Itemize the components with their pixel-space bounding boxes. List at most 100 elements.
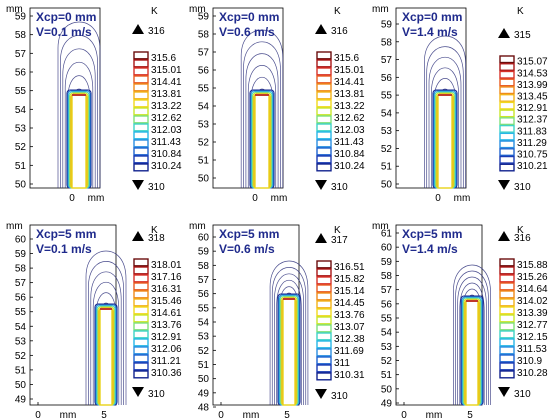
colorbar-label: 312.77 <box>517 320 548 331</box>
y-axis-unit: mm <box>6 221 23 232</box>
colorbar-label: 311 <box>334 358 350 369</box>
panel-bottom-right: mm 61 60 59 58 57 56 55 54 53 52 51 50 49 0 5 mm K 316 315.… <box>366 209 550 419</box>
colorbar-swatch <box>499 266 515 275</box>
colorbar-label: 310.9 <box>517 356 542 367</box>
x-tick-label: 0 <box>69 193 75 204</box>
y-tick-label: 58 <box>15 264 27 275</box>
colorbar-swatch <box>499 338 515 347</box>
temperature-contour <box>64 61 94 188</box>
temperature-contour <box>92 281 120 405</box>
y-tick-label: 55 <box>15 307 27 318</box>
colorbar-label: 315.88 <box>517 260 548 271</box>
colorbar-min: 310 <box>331 182 348 193</box>
y-tick-label: 59 <box>15 249 27 260</box>
colorbar-swatch <box>499 93 515 102</box>
temperature-contour <box>274 273 304 405</box>
temperature-contour <box>426 46 464 188</box>
colorbar-swatch <box>499 70 515 79</box>
colorbar-swatch <box>316 300 332 309</box>
colorbar-swatch <box>499 362 515 371</box>
colorbar-label: 313.45 <box>517 92 548 103</box>
y-axis-unit: mm <box>189 4 206 15</box>
temperature-contour <box>85 250 127 405</box>
y-tick-label: 53 <box>15 336 27 347</box>
y-tick-label: 58 <box>15 30 27 41</box>
colorbar-min: 310 <box>514 389 531 400</box>
colorbar-max: 318 <box>148 233 165 244</box>
colorbar-swatch <box>499 155 515 164</box>
colorbar-swatch <box>499 55 515 64</box>
colorbar-swatch <box>316 115 332 124</box>
y-tick-label: 59 <box>198 247 210 258</box>
max-marker-icon <box>132 24 144 34</box>
scenario-label: Xcp=5 mm V=1.4 m/s <box>402 227 462 257</box>
y-tick-label: 51 <box>198 360 210 371</box>
y-tick-label: 56 <box>198 66 210 77</box>
y-tick-label: 49 <box>15 395 27 406</box>
colorbar-swatch <box>499 163 515 172</box>
scenario-label: Xcp=5 mm V=0.1 m/s <box>36 227 96 257</box>
colorbar-label: 315.26 <box>517 272 548 283</box>
y-tick-label: 54 <box>381 108 393 119</box>
colorbar-min: 310 <box>148 389 165 400</box>
colorbar-label: 310.24 <box>151 161 182 172</box>
temperature-contour <box>271 267 307 405</box>
max-marker-icon <box>498 28 510 38</box>
colorbar-swatch <box>499 78 515 87</box>
x-tick-label: 5 <box>467 410 473 419</box>
scenario-velocity: V=0.6 m/s <box>219 242 275 256</box>
colorbar-label: 314.41 <box>334 77 365 88</box>
colorbar-label: 317.16 <box>151 272 182 283</box>
colorbar-label: 314.45 <box>334 298 365 309</box>
colorbar-label: 311.69 <box>334 346 364 357</box>
colorbar-swatch <box>133 362 149 371</box>
colorbar-swatch <box>133 131 149 140</box>
y-axis-unit: mm <box>372 221 389 232</box>
colorbar-swatch <box>499 101 515 110</box>
colorbar-swatch <box>316 260 332 269</box>
colorbar-label: 312.06 <box>151 344 182 355</box>
colorbar-swatch <box>133 107 149 116</box>
colorbar-swatch <box>499 314 515 323</box>
y-tick-label: 52 <box>15 351 27 362</box>
colorbar-swatch <box>499 330 515 339</box>
colorbar-swatch <box>316 284 332 293</box>
colorbar-swatch <box>316 99 332 108</box>
heated-rod <box>71 94 87 189</box>
x-axis-unit: mm <box>88 193 105 204</box>
temperature-contour <box>60 35 98 188</box>
colorbar-label: 313.81 <box>151 89 182 100</box>
colorbar-label: 314.41 <box>151 77 182 88</box>
colorbar-label: 315.82 <box>334 274 365 285</box>
colorbar-label: 310.24 <box>334 161 365 172</box>
colorbar-swatch <box>133 91 149 100</box>
colorbar-label: 311.29 <box>517 138 547 149</box>
colorbar-label: 312.37 <box>517 115 548 126</box>
scenario-label: Xcp=0 mm V=1.4 m/s <box>402 10 462 40</box>
colorbar-unit: K <box>334 225 341 236</box>
y-tick-label: 57 <box>381 285 393 296</box>
y-tick-label: 51 <box>381 162 393 173</box>
max-marker-icon <box>315 24 327 34</box>
colorbar-label: 316.31 <box>151 284 182 295</box>
colorbar-swatch <box>316 356 332 365</box>
colorbar-swatch <box>499 346 515 355</box>
heated-rod <box>437 94 453 189</box>
temperature-contour <box>90 271 122 405</box>
colorbar-swatch <box>316 67 332 76</box>
colorbar-label: 313.81 <box>334 89 365 100</box>
colorbar-min: 310 <box>514 182 531 193</box>
y-tick-label: 53 <box>381 126 393 137</box>
colorbar-max: 316 <box>514 233 531 244</box>
colorbar-swatch <box>316 139 332 148</box>
colorbar-label: 315.01 <box>334 65 365 76</box>
panel-bottom-left: mm 60 59 58 57 56 55 54 53 52 51 50 49 0 5 mm K 318 318.01… <box>0 209 183 419</box>
colorbar-swatch <box>133 314 149 323</box>
colorbar-swatch <box>133 258 149 267</box>
scenario-xcp: Xcp=5 mm <box>219 227 280 241</box>
x-axis-unit: mm <box>243 410 260 419</box>
y-tick-label: 60 <box>15 235 27 246</box>
y-tick-label: 51 <box>198 156 210 167</box>
colorbar-swatch <box>316 308 332 317</box>
